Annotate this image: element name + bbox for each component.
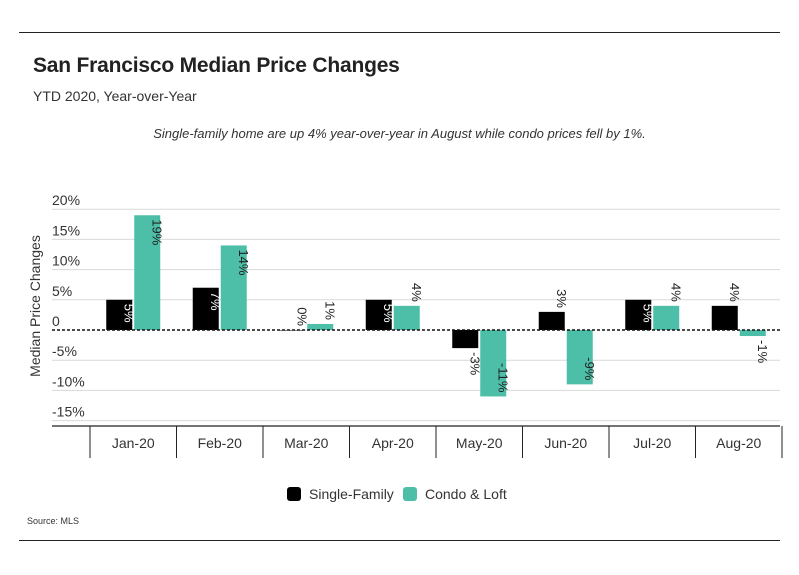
y-tick-label: -10%	[52, 373, 85, 389]
top-rule	[19, 32, 780, 33]
data-label-condo-loft: 4%	[409, 283, 424, 302]
bar-condo-loft	[480, 330, 507, 397]
y-tick-label: 10%	[52, 253, 80, 269]
bar-single-family	[452, 330, 479, 349]
data-label-condo-loft: -1%	[755, 340, 770, 364]
source-note: Source: MLS	[27, 516, 80, 526]
y-tick-label: 20%	[52, 192, 80, 208]
bar-single-family	[538, 311, 565, 330]
y-tick-label: -5%	[52, 343, 77, 359]
legend-label-condo-loft: Condo & Loft	[425, 486, 507, 502]
data-label-single-family: 4%	[727, 283, 742, 302]
x-tick-label: Jun-20	[544, 435, 587, 451]
data-label-condo-loft: 1%	[322, 301, 337, 320]
chart-subtitle: YTD 2020, Year-over-Year	[33, 88, 197, 104]
data-label-condo-loft: 19%	[149, 219, 164, 245]
x-tick-label: May-20	[456, 435, 503, 451]
data-label-condo-loft: 14%	[236, 249, 251, 275]
data-label-condo-loft: -11%	[495, 363, 510, 393]
legend-swatch-condo-loft	[403, 487, 417, 501]
y-tick-label: 0	[52, 313, 60, 329]
bar-condo-loft	[220, 245, 247, 330]
bar-condo-loft	[307, 323, 334, 330]
y-axis-label: Median Price Changes	[27, 235, 43, 377]
data-label-single-family: 3%	[554, 289, 569, 308]
data-label-single-family: 7%	[208, 292, 223, 311]
bar-single-family	[106, 299, 133, 330]
y-tick-label: -15%	[52, 404, 85, 420]
y-tick-label: 15%	[52, 222, 80, 238]
bar-single-family	[192, 287, 219, 330]
x-tick-label: Jan-20	[112, 435, 155, 451]
data-label-condo-loft: 4%	[668, 283, 683, 302]
bar-single-family	[711, 305, 738, 330]
x-tick-label: Apr-20	[372, 435, 414, 451]
bar-condo-loft	[134, 215, 161, 330]
bottom-rule	[19, 540, 780, 541]
data-label-single-family: 5%	[381, 304, 396, 323]
data-label-single-family: 0%	[294, 307, 309, 326]
chart-title: San Francisco Median Price Changes	[33, 54, 400, 77]
bar-condo-loft	[393, 305, 420, 330]
x-tick-label: Jul-20	[633, 435, 671, 451]
data-label-single-family: 5%	[121, 304, 136, 323]
x-tick-label: Mar-20	[284, 435, 329, 451]
data-label-condo-loft: -9%	[582, 357, 597, 381]
bar-single-family	[365, 299, 392, 330]
chart-annotation: Single-family home are up 4% year-over-y…	[153, 126, 646, 141]
bar-single-family	[625, 299, 652, 330]
data-label-single-family: 5%	[640, 304, 655, 323]
data-label-single-family: -3%	[467, 352, 482, 376]
legend-label-single-family: Single-Family	[309, 486, 394, 502]
x-tick-label: Aug-20	[716, 435, 761, 451]
bar-condo-loft	[653, 305, 680, 330]
bar-condo-loft	[566, 330, 593, 385]
bar-condo-loft	[739, 330, 766, 337]
x-tick-label: Feb-20	[198, 435, 243, 451]
legend-swatch-single-family	[287, 487, 301, 501]
y-tick-label: 5%	[52, 283, 72, 299]
